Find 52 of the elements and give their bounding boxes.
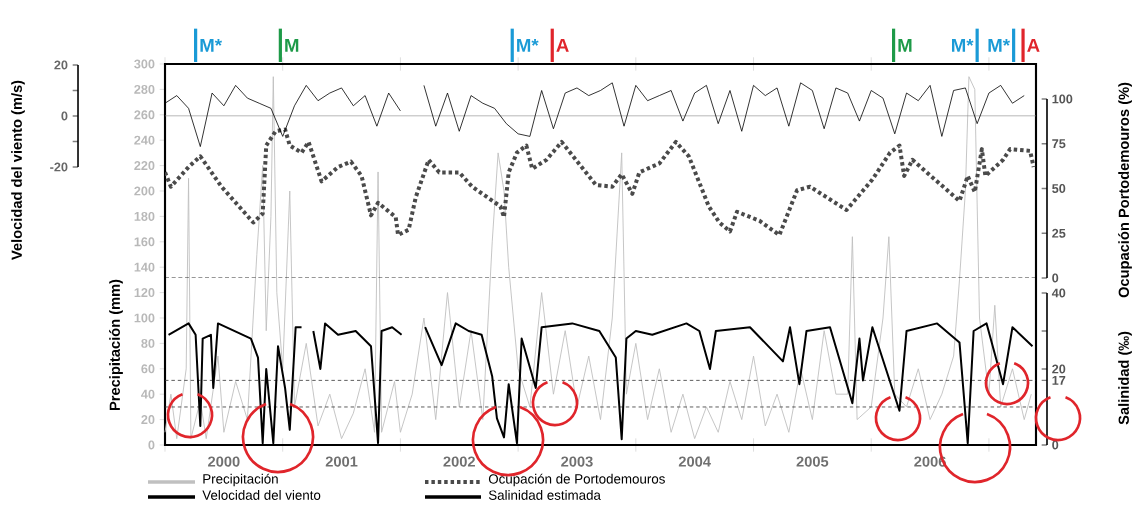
y-tick-label: 280 bbox=[134, 84, 155, 94]
y-axis-title: Velocidad del viento (m/s) bbox=[11, 80, 25, 260]
ref-line-label: M* bbox=[200, 38, 223, 52]
y-tick-label: 80 bbox=[141, 338, 155, 348]
ref-line-label: M* bbox=[517, 38, 539, 52]
ref-line-label: A bbox=[1027, 38, 1040, 52]
y-tick-label: 200 bbox=[134, 186, 155, 196]
y-tick-label: 20 bbox=[54, 60, 68, 70]
y-tick-label: 120 bbox=[134, 288, 155, 298]
x-tick-label: 2004 bbox=[678, 456, 711, 467]
y3-tick-label: 0 bbox=[1052, 440, 1059, 450]
y2-tick-label: 100 bbox=[1052, 94, 1073, 104]
y-axis-title: Precipitación (mm) bbox=[109, 279, 123, 411]
y2-tick-label: 25 bbox=[1052, 228, 1066, 238]
y-tick-label: 240 bbox=[134, 135, 155, 145]
y-tick-label: 20 bbox=[141, 415, 155, 425]
y-tick-label: 0 bbox=[148, 440, 155, 450]
y3-tick-label: 17 bbox=[1052, 376, 1066, 385]
x-tick-label: 2005 bbox=[796, 456, 829, 467]
legend-label: Precipitación bbox=[203, 473, 278, 487]
y2-tick-label: 75 bbox=[1052, 139, 1066, 149]
y-tick-label: 300 bbox=[134, 59, 155, 69]
y-tick-label: 60 bbox=[141, 364, 155, 374]
legend-label: Salinidad estimada bbox=[488, 490, 601, 500]
x-tick-label: 2001 bbox=[325, 456, 358, 467]
y2-tick-label: 0 bbox=[1052, 273, 1059, 283]
ref-line-label: M* bbox=[988, 38, 1011, 52]
y-tick-label: 260 bbox=[134, 110, 155, 120]
y2-axis-title: Ocupación Portodemouros (%) bbox=[1118, 82, 1132, 298]
ref-line-label: M bbox=[285, 38, 299, 52]
y-tick-label: 40 bbox=[141, 389, 155, 399]
ref-line-label: M* bbox=[951, 38, 974, 52]
y3-tick-label: 40 bbox=[1051, 288, 1066, 298]
y-tick-label: 100 bbox=[134, 313, 155, 323]
y3-axis-title: Salinidad (‰) bbox=[1118, 331, 1132, 425]
y-tick-label: 180 bbox=[134, 211, 155, 221]
legend-label: Ocupación de Portodemouros bbox=[488, 473, 665, 487]
x-tick-label: 2000 bbox=[208, 456, 240, 467]
legend-label: Velocidad del viento bbox=[202, 490, 321, 500]
y-tick-label: 160 bbox=[134, 237, 155, 247]
ref-line-label: M bbox=[898, 38, 912, 52]
line-series bbox=[164, 76, 1032, 440]
y2-tick-label: 50 bbox=[1052, 184, 1066, 193]
x-tick-label: 2002 bbox=[443, 456, 475, 467]
ref-line-label: A bbox=[556, 38, 569, 52]
y-tick-label: -20 bbox=[50, 162, 68, 172]
y-tick-label: 220 bbox=[134, 161, 155, 171]
y-tick-label: 0 bbox=[61, 111, 68, 121]
line-series bbox=[165, 127, 1036, 238]
y3-tick-label: 20 bbox=[1052, 364, 1066, 374]
y-tick-label: 140 bbox=[134, 262, 155, 272]
x-tick-label: 2003 bbox=[561, 456, 593, 467]
